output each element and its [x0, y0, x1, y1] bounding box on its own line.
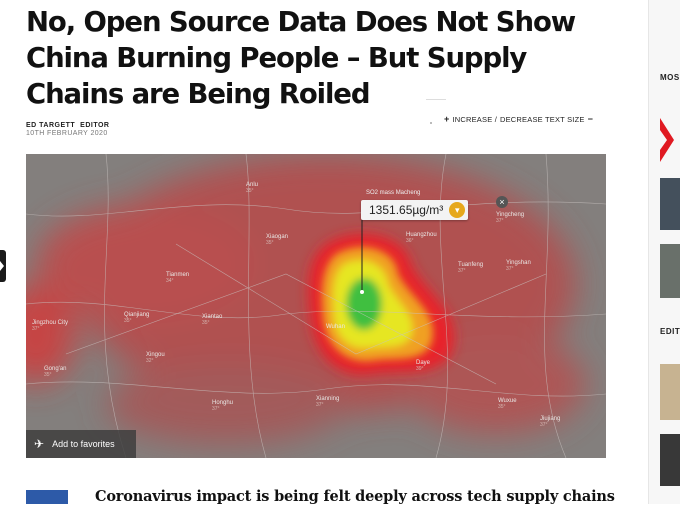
map-place-temp: 37° — [540, 422, 548, 428]
map-place-label: Jingzhou City 37° — [32, 320, 68, 332]
sidebar-heading-most: MOS — [660, 73, 680, 82]
map-place-label: Yingshan 37° — [506, 260, 531, 272]
map-place-name: Wuhan — [326, 324, 345, 330]
map-place-label: Qianjiang 35° — [124, 312, 149, 324]
chevron-down-icon[interactable]: ▾ — [449, 202, 466, 218]
increase-text-button[interactable]: INCREASE / — [452, 114, 497, 124]
map-place-name: Tianmen — [166, 272, 190, 278]
side-toggle-tab[interactable] — [0, 250, 6, 282]
publish-date: 10TH FEBRUARY 2020 — [26, 130, 108, 137]
article-title: No, Open Source Data Does Not Show China… — [26, 6, 576, 110]
article: No, Open Source Data Does Not Show China… — [26, 6, 615, 505]
sidebar-thumbnail-3[interactable] — [660, 244, 680, 298]
map-place-name: Tuanfeng — [458, 262, 484, 268]
map-place-name: Xingou — [146, 352, 165, 358]
sidebar-thumbnail-1[interactable] — [660, 112, 680, 168]
concentration-tooltip[interactable]: 1351.65µg/m³ ▾ — [361, 200, 469, 220]
divider — [426, 99, 446, 100]
map-place-temp: 35° — [44, 372, 52, 378]
map-place-label: Jiujiang 37° — [540, 416, 560, 428]
map-place-temp: 35° — [246, 188, 254, 194]
map-place-temp: 35° — [202, 320, 210, 326]
pin-icon: ✈ — [34, 437, 45, 451]
plus-icon[interactable]: + — [444, 114, 450, 124]
map-place-name: Wuxue — [498, 398, 517, 404]
text-size-controls: + INCREASE / DECREASE TEXT SIZE − — [444, 114, 593, 124]
map-place-temp: 37° — [212, 406, 220, 412]
map-place-name: Jiujiang — [540, 416, 561, 422]
tooltip-value: 1351.65µg/m³ — [369, 203, 444, 217]
sidebar: MOS EDIT — [648, 0, 680, 504]
author-link[interactable]: ED TARGETT — [26, 122, 76, 129]
map-place-label: Xiaogan 35° — [266, 234, 288, 246]
map-place-label: Honghu 37° — [212, 400, 233, 412]
map-place-label: Wuxue 35° — [498, 398, 517, 410]
map-place-temp: 35° — [124, 318, 132, 324]
minus-icon[interactable]: − — [587, 114, 594, 124]
map-place-temp: 36° — [406, 238, 414, 244]
map-place-temp: 37° — [458, 268, 466, 274]
chevron-right-icon — [0, 261, 4, 271]
map-place-temp: 39° — [416, 366, 424, 372]
map-place-name: Xiantao — [202, 314, 223, 320]
map-place-name: Gong'an — [44, 366, 67, 372]
sidebar-thumbnail-2[interactable] — [660, 178, 680, 230]
map-place-label: Xiantao 35° — [202, 314, 222, 326]
map-place-label: Huangzhou 36° — [406, 232, 437, 244]
sidebar-thumbnail-5[interactable] — [660, 434, 680, 486]
pollution-map-image: SO2 mass Macheng 1351.65µg/m³ ▾ × Anlu 35… — [26, 154, 606, 458]
map-place-label: Tuanfeng 37° — [458, 262, 483, 274]
map-place-label: Gong'an 35° — [44, 366, 67, 378]
close-icon[interactable]: × — [496, 196, 508, 208]
map-place-temp: 37° — [506, 266, 514, 272]
author-role: EDITOR — [80, 122, 110, 129]
map-place-name: Yingcheng — [496, 212, 525, 218]
map-place-label: Anlu 35° — [246, 182, 258, 194]
map-place-name: Anlu — [246, 182, 259, 188]
add-to-favorites-button[interactable]: ✈ Add to favorites — [26, 430, 136, 458]
map-place-temp: 37° — [32, 326, 40, 332]
map-place-label: Xianning 37° — [316, 396, 339, 408]
map-place-label: Wuhan — [326, 324, 345, 330]
add-to-favorites-label: Add to favorites — [52, 439, 115, 449]
map-place-temp: 34° — [166, 278, 174, 284]
map-place-temp: 32° — [146, 358, 154, 364]
map-place-temp: 37° — [496, 218, 504, 224]
decrease-text-button[interactable]: DECREASE TEXT SIZE — [499, 114, 585, 124]
map-place-label: Tianmen 34° — [166, 272, 189, 284]
series-label: SO2 mass Macheng — [366, 190, 421, 196]
map-place-temp: 35° — [498, 404, 506, 410]
map-place-name: Huangzhou — [406, 232, 437, 238]
teaser-thumbnail[interactable] — [26, 490, 68, 504]
map-place-name: Honghu — [212, 400, 234, 406]
divider-dot — [430, 122, 432, 124]
map-place-name: Jingzhou City — [32, 320, 69, 326]
map-place-label: Xingou 32° — [146, 352, 165, 364]
teaser-headline[interactable]: Coronavirus impact is being felt deeply … — [95, 488, 615, 505]
map-place-name: Xianning — [316, 396, 340, 402]
map-place-name: Daye — [416, 360, 431, 366]
map-place-temp: 35° — [266, 240, 274, 246]
sidebar-heading-edit: EDIT — [660, 327, 680, 336]
map-place-label: Daye 39° — [416, 360, 430, 372]
map-place-name: Xiaogan — [266, 234, 289, 240]
map-place-name: Qianjiang — [124, 312, 150, 318]
map-place-label: Yingcheng 37° — [496, 212, 524, 224]
byline: ED TARGETT EDITOR 10TH FEBRUARY 2020 — [26, 122, 109, 138]
heatmap-graphic — [26, 154, 606, 458]
map-place-temp: 37° — [316, 402, 324, 408]
sidebar-thumbnail-4[interactable] — [660, 364, 680, 420]
map-place-name: Yingshan — [506, 260, 531, 266]
